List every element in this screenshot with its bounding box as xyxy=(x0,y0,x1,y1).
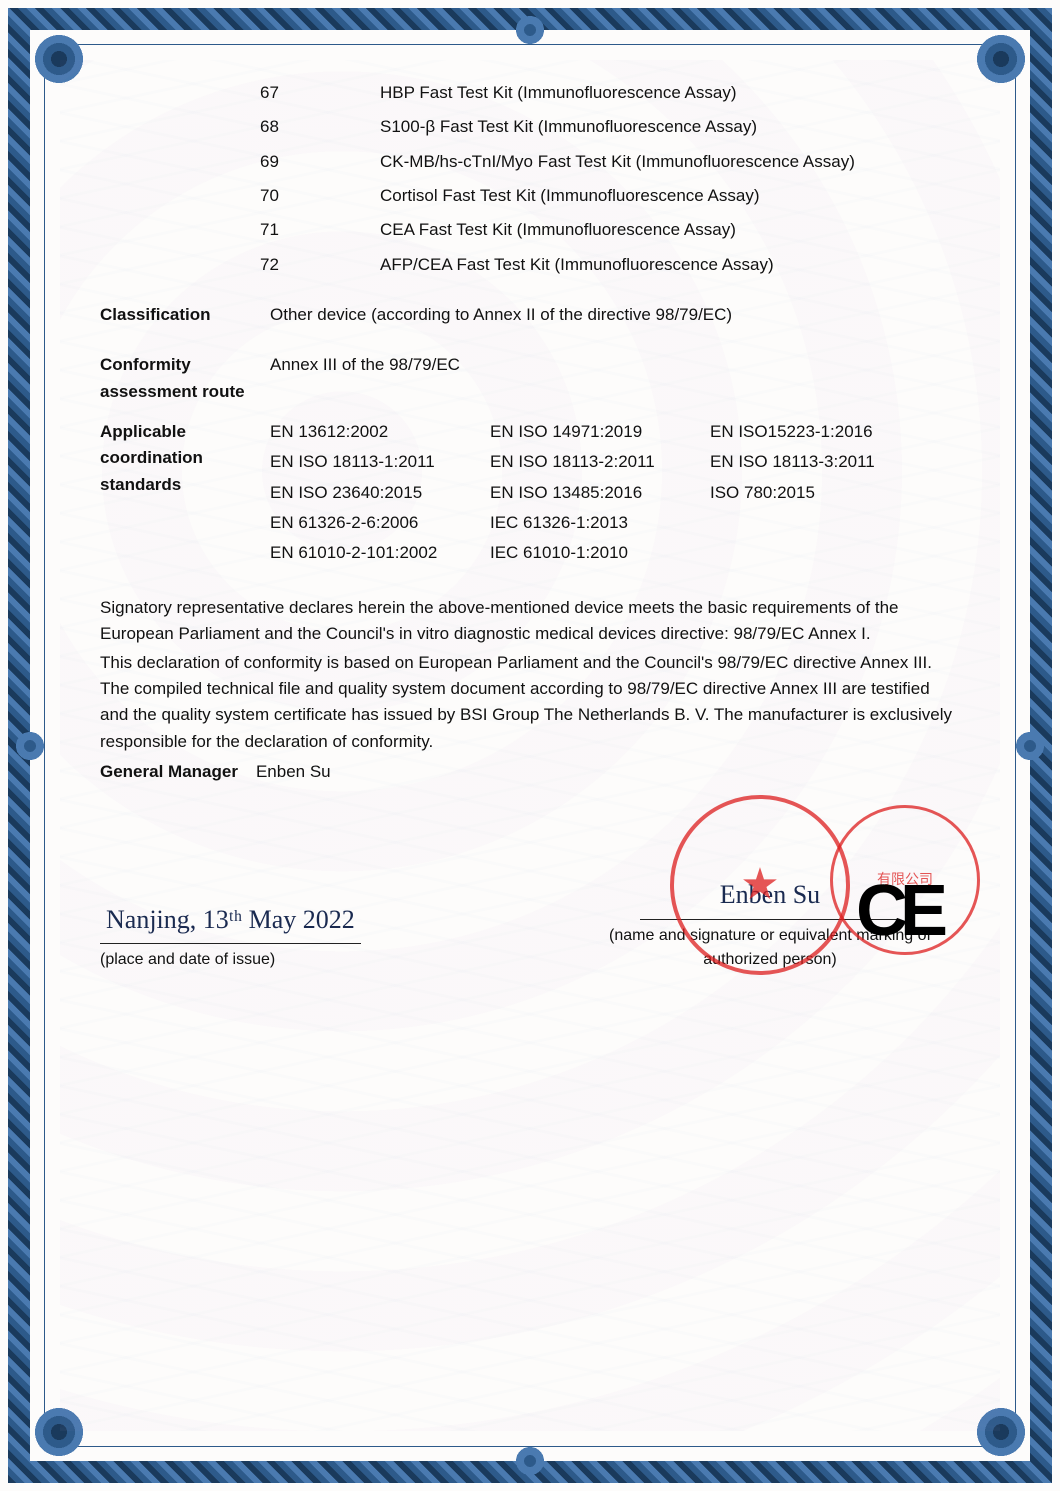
product-row: 67 HBP Fast Test Kit (Immunofluorescence… xyxy=(260,80,960,106)
product-name: HBP Fast Test Kit (Immunofluorescence As… xyxy=(380,80,960,106)
standard-item: EN 61010-2-101:2002 xyxy=(270,540,480,566)
product-row: 71 CEA Fast Test Kit (Immunofluorescence… xyxy=(260,217,960,243)
general-manager-name: Enben Su xyxy=(256,759,331,785)
general-manager-label: General Manager xyxy=(100,759,238,785)
corner-ornament xyxy=(956,14,1046,104)
product-row: 69 CK-MB/hs-cTnI/Myo Fast Test Kit (Immu… xyxy=(260,149,960,175)
standard-item: EN ISO 18113-2:2011 xyxy=(490,449,700,475)
edge-ornament xyxy=(500,1431,560,1491)
corner-ornament xyxy=(14,14,104,104)
corner-ornament xyxy=(14,1387,104,1477)
product-number: 68 xyxy=(260,114,380,140)
declaration-text: Signatory representative declares herein… xyxy=(100,595,960,755)
standard-item: EN 13612:2002 xyxy=(270,419,480,445)
product-row: 70 Cortisol Fast Test Kit (Immunofluores… xyxy=(260,183,960,209)
product-name: CK-MB/hs-cTnI/Myo Fast Test Kit (Immunof… xyxy=(380,149,960,175)
signature-area: Nanjing, 13ᵗʰ May 2022 (place and date o… xyxy=(100,875,960,973)
general-manager-row: General Manager Enben Su xyxy=(100,759,960,785)
standard-item: EN ISO 14971:2019 xyxy=(490,419,700,445)
product-name: S100-β Fast Test Kit (Immunofluorescence… xyxy=(380,114,960,140)
conformity-row: Conformity assessment route Annex III of… xyxy=(100,352,960,405)
standard-item: EN ISO 18113-1:2011 xyxy=(270,449,480,475)
standard-item: EN ISO 18113-3:2011 xyxy=(710,449,920,475)
edge-ornament xyxy=(0,716,60,776)
place-date-block: Nanjing, 13ᵗʰ May 2022 (place and date o… xyxy=(100,900,400,973)
standard-item: IEC 61010-1:2010 xyxy=(490,540,700,566)
product-name: AFP/CEA Fast Test Kit (Immunofluorescenc… xyxy=(380,252,960,278)
standards-label: Applicable coordination standards xyxy=(100,419,270,567)
standards-grid: EN 13612:2002 EN ISO 14971:2019 EN ISO15… xyxy=(270,419,960,567)
product-name: Cortisol Fast Test Kit (Immunofluorescen… xyxy=(380,183,960,209)
classification-label: Classification xyxy=(100,302,270,328)
standard-item xyxy=(710,510,920,536)
product-number: 67 xyxy=(260,80,380,106)
declaration-paragraph: Signatory representative declares herein… xyxy=(100,595,960,648)
standard-item: ISO 780:2015 xyxy=(710,480,920,506)
product-number: 72 xyxy=(260,252,380,278)
product-list: 67 HBP Fast Test Kit (Immunofluorescence… xyxy=(260,80,960,278)
ce-mark-icon: CE xyxy=(856,870,940,952)
standard-item: EN 61326-2-6:2006 xyxy=(270,510,480,536)
standard-item: EN ISO15223-1:2016 xyxy=(710,419,920,445)
standards-value: EN 13612:2002 EN ISO 14971:2019 EN ISO15… xyxy=(270,419,960,567)
place-date-handwritten: Nanjing, 13ᵗʰ May 2022 xyxy=(100,900,361,944)
declaration-paragraph: This declaration of conformity is based … xyxy=(100,650,960,755)
standards-row: Applicable coordination standards EN 136… xyxy=(100,419,960,567)
classification-row: Classification Other device (according t… xyxy=(100,302,960,328)
product-name: CEA Fast Test Kit (Immunofluorescence As… xyxy=(380,217,960,243)
edge-ornament xyxy=(500,0,560,60)
conformity-label: Conformity assessment route xyxy=(100,352,270,405)
product-number: 69 xyxy=(260,149,380,175)
standard-item: EN ISO 13485:2016 xyxy=(490,480,700,506)
standard-item xyxy=(710,540,920,566)
classification-value: Other device (according to Annex II of t… xyxy=(270,302,960,328)
corner-ornament xyxy=(956,1387,1046,1477)
standard-item: EN ISO 23640:2015 xyxy=(270,480,480,506)
product-row: 72 AFP/CEA Fast Test Kit (Immunofluoresc… xyxy=(260,252,960,278)
standard-item: IEC 61326-1:2013 xyxy=(490,510,700,536)
place-date-caption: (place and date of issue) xyxy=(100,948,400,973)
certificate-content: 67 HBP Fast Test Kit (Immunofluorescence… xyxy=(100,80,960,973)
product-number: 71 xyxy=(260,217,380,243)
conformity-value: Annex III of the 98/79/EC xyxy=(270,352,960,405)
product-number: 70 xyxy=(260,183,380,209)
edge-ornament xyxy=(1000,716,1060,776)
product-row: 68 S100-β Fast Test Kit (Immunofluoresce… xyxy=(260,114,960,140)
